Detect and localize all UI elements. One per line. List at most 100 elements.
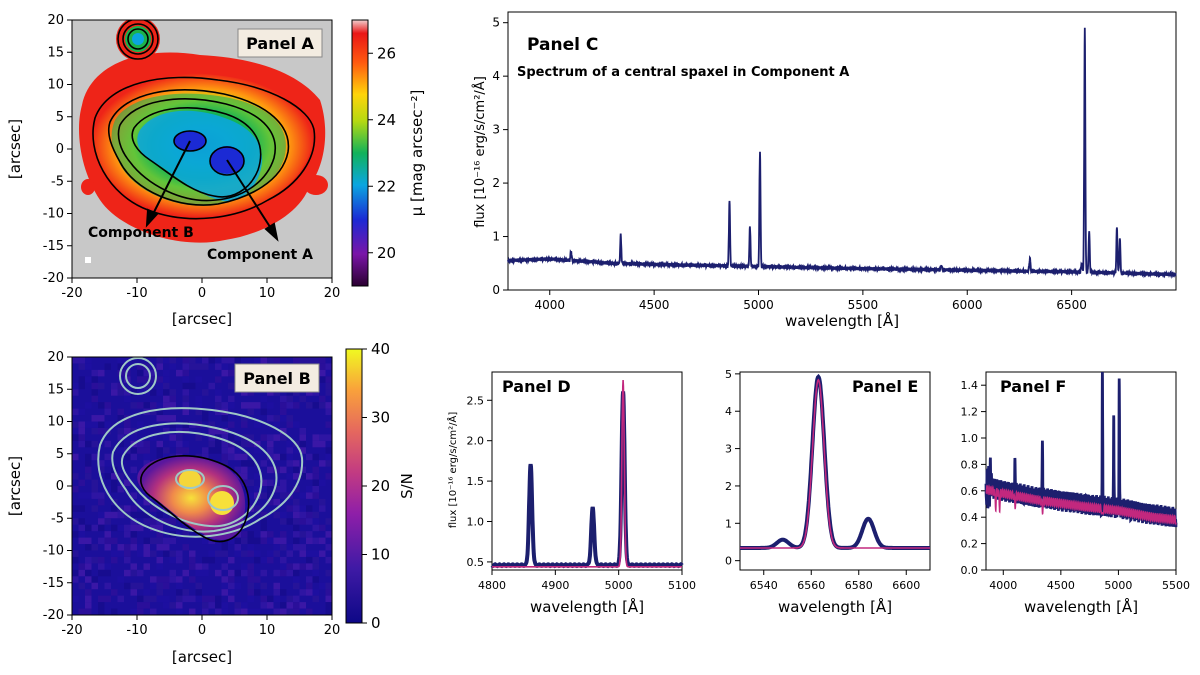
colorbar-tick-label-1: 10: [371, 546, 390, 564]
noise-pixel: [208, 382, 215, 390]
noise-pixel: [299, 447, 306, 454]
noise-pixel: [228, 576, 235, 583]
noise-pixel: [260, 518, 267, 525]
noise-pixel: [215, 395, 222, 403]
panel-b-axes: -20 -10 0 10 20 -20 -15 -10 -5 0 5 10 15 20: [43, 350, 341, 638]
noise-pixel: [221, 447, 228, 454]
noise-pixel: [293, 486, 300, 493]
noise-pixel: [325, 518, 332, 525]
noise-pixel: [273, 595, 280, 603]
panel-a-xlabel: [arcsec]: [172, 310, 232, 328]
panel-d-label: Panel D: [502, 377, 571, 396]
noise-pixel: [137, 447, 144, 454]
noise-pixel: [254, 421, 261, 428]
noise-pixel: [189, 563, 196, 570]
noise-pixel: [312, 511, 319, 519]
noise-pixel: [163, 415, 170, 422]
noise-pixel: [299, 505, 306, 512]
A-ytick-label-5: 5: [56, 110, 64, 125]
noise-pixel: [325, 569, 332, 577]
noise-pixel: [156, 389, 163, 396]
noise-pixel: [280, 531, 287, 538]
noise-pixel: [137, 369, 144, 377]
noise-pixel: [72, 595, 79, 603]
noise-pixel: [111, 486, 118, 493]
noise-pixel: [228, 537, 235, 545]
noise-pixel: [325, 408, 332, 416]
noise-pixel: [319, 395, 326, 403]
noise-pixel: [176, 582, 183, 590]
noise-pixel: [299, 589, 306, 596]
C-ytick-label-1: 1: [492, 230, 500, 244]
noise-pixel: [325, 460, 332, 467]
panel-c-title: Spectrum of a central spaxel in Componen…: [517, 65, 849, 80]
noise-pixel: [163, 544, 170, 551]
noise-pixel: [260, 524, 267, 532]
noise-pixel: [163, 389, 170, 396]
noise-pixel: [169, 602, 176, 609]
noise-pixel: [195, 434, 202, 441]
noise-pixel: [78, 440, 85, 448]
noise-pixel: [260, 408, 267, 416]
C-xtick-label-4: 6000: [952, 298, 983, 312]
noise-pixel: [169, 518, 176, 525]
noise-pixel: [91, 576, 98, 583]
noise-pixel: [273, 498, 280, 506]
noise-pixel: [254, 492, 261, 499]
noise-pixel: [163, 518, 170, 525]
panel-b-map: [72, 357, 332, 615]
noise-pixel: [319, 479, 326, 486]
noise-pixel: [130, 544, 137, 551]
noise-pixel: [163, 427, 170, 435]
noise-pixel: [195, 563, 202, 570]
noise-pixel: [143, 563, 150, 570]
noise-pixel: [312, 518, 319, 525]
noise-pixel: [260, 602, 267, 609]
noise-pixel: [189, 363, 196, 370]
noise-pixel: [85, 492, 92, 499]
noise-pixel: [150, 376, 157, 383]
noise-pixel: [176, 595, 183, 603]
noise-pixel: [286, 595, 293, 603]
noise-pixel: [98, 602, 105, 609]
noise-pixel: [293, 402, 300, 409]
noise-pixel: [91, 524, 98, 532]
panel-d-observed-line: [490, 391, 684, 569]
noise-pixel: [124, 569, 131, 577]
noise-pixel: [208, 550, 215, 557]
noise-pixel: [91, 421, 98, 428]
noise-pixel: [176, 556, 183, 564]
noise-pixel: [85, 576, 92, 583]
noise-pixel: [182, 421, 189, 428]
noise-pixel: [241, 440, 248, 448]
noise-pixel: [234, 582, 241, 590]
panel-e-frame: [739, 371, 931, 571]
noise-pixel: [130, 589, 137, 596]
C-ytick-label-4: 4: [492, 69, 500, 83]
noise-pixel: [176, 550, 183, 557]
noise-pixel: [72, 473, 79, 480]
noise-pixel: [286, 505, 293, 512]
noise-pixel: [163, 434, 170, 441]
noise-pixel: [273, 415, 280, 422]
noise-pixel: [280, 518, 287, 525]
noise-pixel: [299, 492, 306, 499]
panel-f-frame: [985, 371, 1177, 571]
noise-pixel: [137, 524, 144, 532]
noise-pixel: [169, 389, 176, 396]
noise-pixel: [208, 440, 215, 448]
noise-pixel: [143, 453, 150, 461]
noise-pixel: [319, 550, 326, 557]
noise-pixel: [312, 402, 319, 409]
noise-pixel: [247, 569, 254, 577]
noise-pixel: [221, 608, 228, 615]
noise-pixel: [78, 518, 85, 525]
panel-a-label-box: [237, 28, 323, 58]
noise-pixel: [72, 427, 79, 435]
noise-pixel: [267, 550, 274, 557]
noise-pixel: [137, 402, 144, 409]
noise-pixel: [176, 440, 183, 448]
noise-pixel: [124, 505, 131, 512]
noise-pixel: [254, 447, 261, 454]
noise-pixel: [228, 357, 235, 364]
